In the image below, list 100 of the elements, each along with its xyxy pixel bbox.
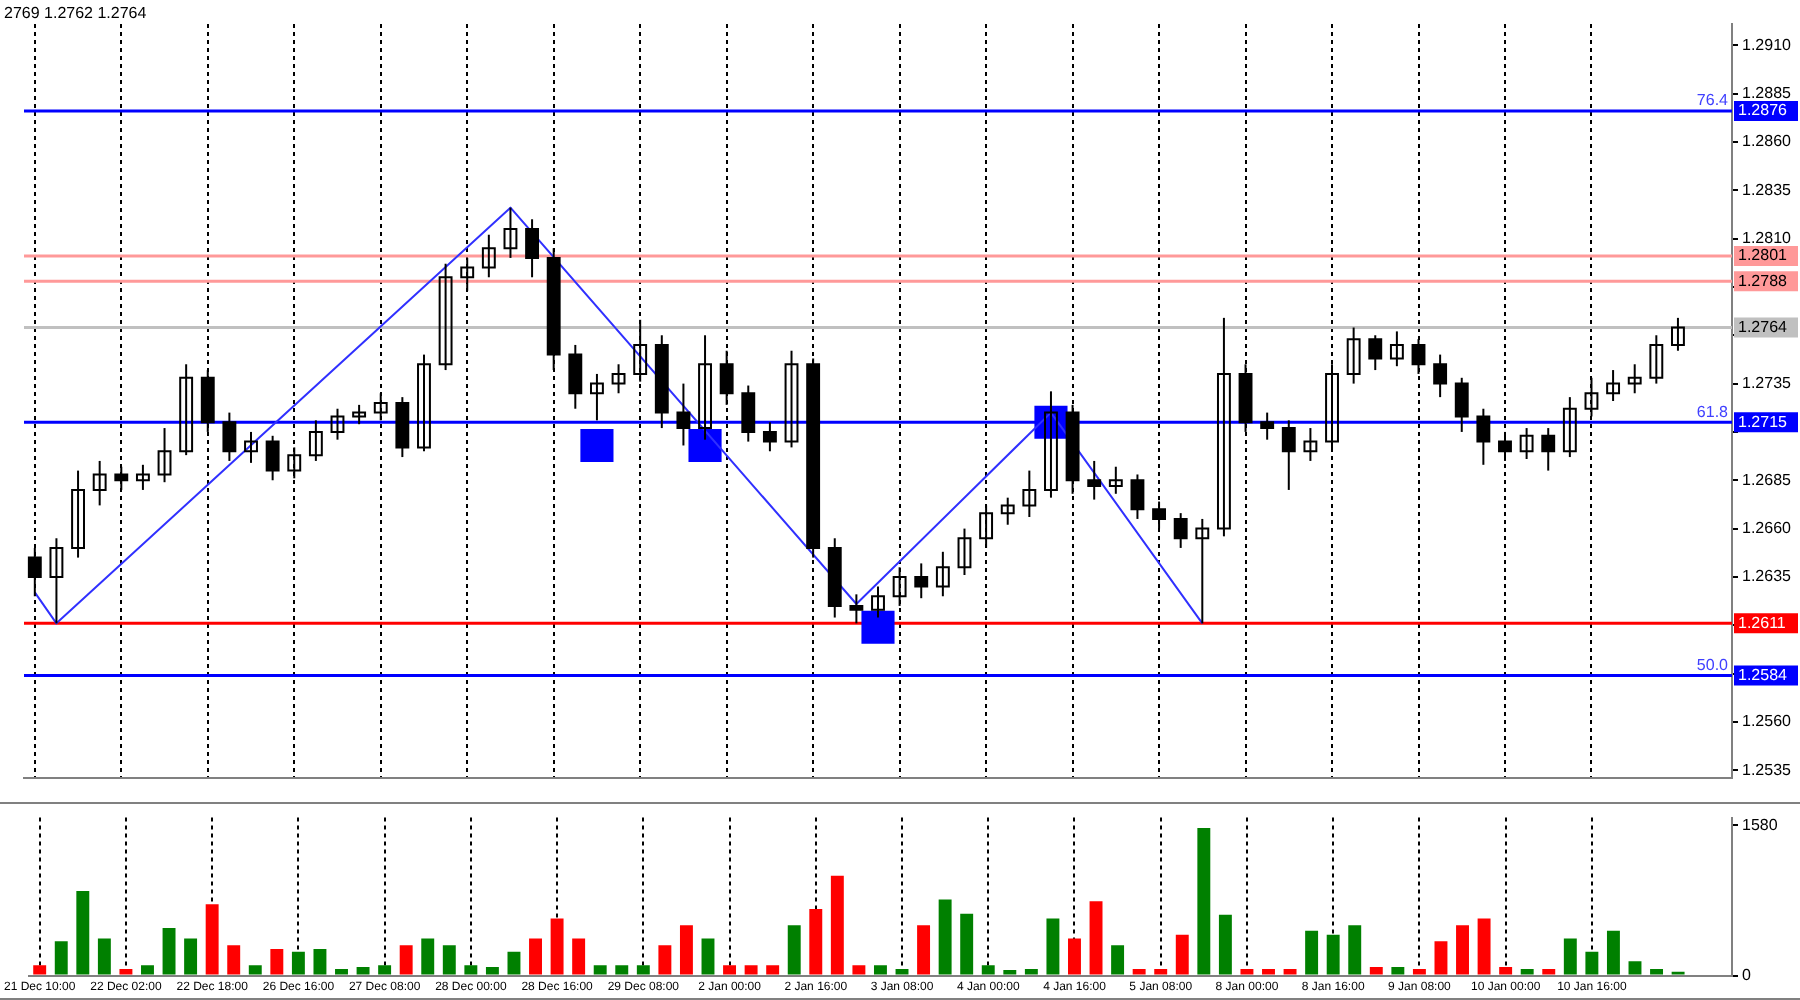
candlestick — [871, 585, 885, 619]
bar — [787, 925, 801, 975]
candlestick — [1216, 316, 1231, 538]
bar — [852, 965, 866, 975]
candlestick — [1562, 396, 1577, 459]
candlestick — [1303, 427, 1318, 462]
bar — [1542, 968, 1556, 975]
candlestick — [1000, 496, 1015, 526]
bar — [1434, 941, 1448, 975]
y-tick-label: 1.2835 — [1742, 180, 1793, 199]
candlestick — [1108, 465, 1123, 495]
candlestick — [157, 427, 172, 484]
candlestick — [352, 403, 367, 426]
bar — [1024, 968, 1038, 975]
y-tick-label: 0 — [1742, 966, 1752, 985]
bar — [141, 965, 154, 975]
candlestick — [308, 419, 323, 462]
bar — [1606, 930, 1620, 975]
bar — [1240, 968, 1254, 975]
y-tick-label: 1.2860 — [1742, 132, 1793, 151]
bar — [1111, 945, 1125, 975]
bar — [1197, 828, 1211, 975]
bar — [442, 945, 456, 975]
candlestick — [935, 550, 950, 598]
bar — [227, 945, 241, 975]
bar — [529, 938, 542, 975]
point — [580, 428, 614, 463]
bar — [572, 938, 586, 975]
candlestick — [1346, 326, 1361, 385]
bar — [76, 890, 90, 975]
ref-line-label: 1.2801 — [1738, 246, 1789, 265]
candlestick — [784, 349, 799, 449]
bar — [615, 965, 629, 975]
bar — [1089, 901, 1103, 975]
bar — [701, 938, 715, 975]
candlestick — [503, 206, 518, 259]
candlestick — [330, 407, 345, 441]
bar — [1262, 968, 1275, 975]
bar — [1326, 934, 1340, 975]
y-tick-label: 1.2735 — [1742, 374, 1793, 393]
candlestick — [611, 363, 626, 395]
y-tick-label: 1.2560 — [1742, 712, 1793, 731]
bar — [248, 965, 262, 975]
bar — [421, 938, 435, 975]
ref-line-label: 1.2611 — [1738, 613, 1787, 632]
bar — [658, 945, 672, 975]
bar — [679, 925, 693, 975]
candlestick — [1389, 330, 1404, 368]
bar — [1520, 968, 1534, 975]
candlestick — [1022, 469, 1037, 518]
bar — [766, 965, 780, 975]
bar — [464, 965, 478, 975]
ref-line-label: 1.2764 — [1738, 317, 1789, 336]
annotation: 61.8 — [1696, 402, 1730, 421]
bar — [1369, 967, 1383, 975]
bar — [1348, 925, 1362, 975]
bar — [1477, 918, 1491, 975]
bar — [54, 941, 68, 975]
bar — [960, 913, 974, 975]
candlestick — [1044, 390, 1058, 499]
y-tick-label: 1.2810 — [1742, 229, 1793, 248]
candlestick — [481, 233, 496, 279]
candlestick — [135, 463, 150, 491]
bar — [97, 938, 111, 975]
bar — [1218, 914, 1232, 975]
bar — [356, 967, 370, 975]
ref-line-label: 1.2876 — [1738, 101, 1789, 120]
bar — [1412, 968, 1426, 975]
candlestick — [589, 372, 604, 422]
bar — [593, 965, 607, 975]
bar — [1003, 969, 1017, 975]
bar — [1650, 968, 1664, 975]
bar — [938, 899, 952, 975]
bar — [895, 968, 909, 975]
bar — [809, 908, 823, 975]
annotation: 76.4 — [1696, 91, 1730, 110]
candlestick — [438, 262, 453, 372]
bar — [270, 948, 284, 975]
candlestick — [698, 334, 712, 441]
y-tick-label: 1.2910 — [1742, 35, 1793, 54]
candlestick — [1195, 517, 1210, 625]
bar — [550, 918, 564, 975]
bar — [162, 928, 176, 975]
candlestick — [244, 430, 258, 464]
candlestick — [71, 469, 85, 559]
candlestick — [957, 527, 972, 576]
bar — [1585, 951, 1599, 975]
bar — [636, 965, 650, 975]
point — [861, 610, 895, 644]
bar — [1391, 967, 1405, 975]
bar — [507, 951, 521, 975]
bar — [744, 965, 758, 975]
y-tick-label: 1.2885 — [1742, 84, 1793, 103]
bar — [1563, 938, 1577, 975]
bar — [917, 925, 931, 975]
bar — [399, 945, 413, 975]
candlestick — [92, 459, 107, 507]
bar — [1154, 968, 1168, 975]
text: 2769 1.2762 1.2764 — [4, 4, 148, 23]
y-tick-label: 1.2635 — [1742, 567, 1793, 586]
